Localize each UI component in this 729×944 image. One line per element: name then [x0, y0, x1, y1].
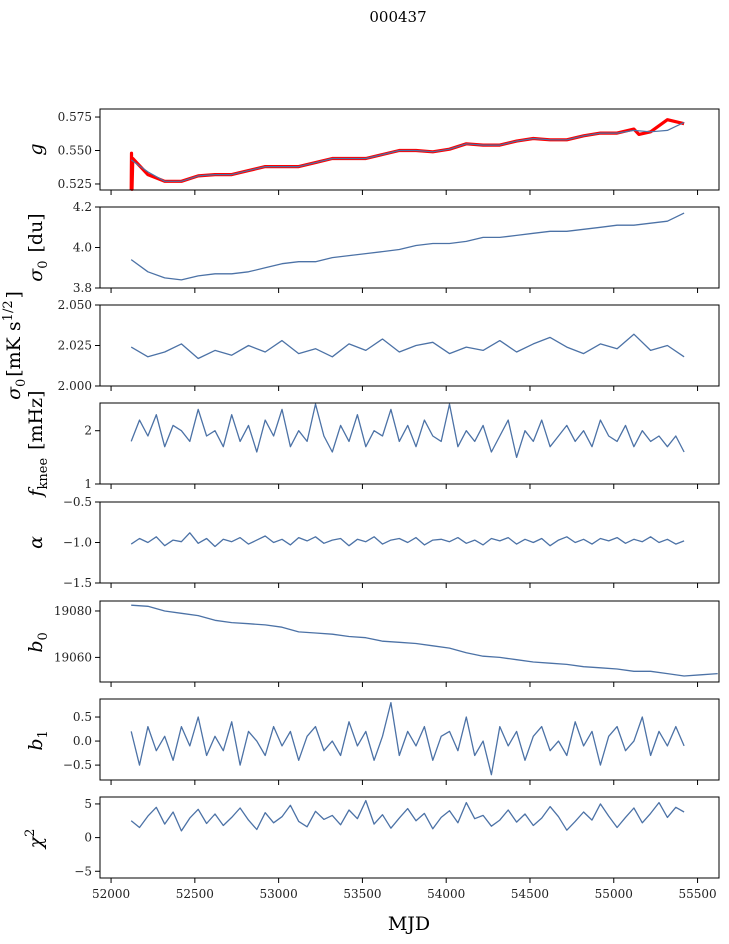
- series-line: [131, 604, 718, 677]
- subplot-1: 0.525 0.550 0.575 g: [25, 108, 720, 195]
- y-tick-label: 2: [84, 424, 92, 438]
- label-part: knee: [36, 458, 51, 490]
- axes-frame: [99, 600, 720, 683]
- label-part: [25, 630, 47, 632]
- label-part: 0: [36, 632, 51, 640]
- subplot-7: −0.5 0.0 0.5 b1: [25, 698, 720, 785]
- label-part: ]: [3, 291, 25, 298]
- label-part: 1/2: [1, 300, 16, 321]
- series-line: [130, 333, 685, 360]
- label-part: 0: [36, 260, 51, 268]
- y-tick-label: 0.550: [58, 144, 92, 158]
- y-tick-label: 4.0: [73, 241, 92, 255]
- label-part: [du]: [25, 213, 47, 258]
- label-part: α: [25, 536, 47, 549]
- subplot-2: 3.8 4.0 4.2 σ0 [du]: [25, 200, 720, 295]
- label-part: 2: [23, 829, 38, 837]
- y-tick-label: 0.575: [58, 110, 92, 124]
- y-axis-label: b0: [25, 630, 51, 652]
- x-tick-label: 52500: [176, 887, 214, 901]
- y-tick-label: 5: [84, 797, 92, 811]
- y-axis-label: α: [25, 536, 47, 549]
- label-part: b: [25, 641, 47, 653]
- x-tick-label: 54500: [511, 887, 549, 901]
- x-tick-label: 54000: [427, 887, 465, 901]
- series-line: [130, 212, 685, 281]
- series-line: [130, 532, 685, 548]
- y-tick-label: −0.5: [63, 758, 92, 772]
- y-tick-label: −0.5: [63, 495, 92, 509]
- y-axis-label: b1: [25, 728, 51, 750]
- y-tick-label: 2.025: [58, 339, 92, 353]
- y-axis-label: g: [25, 143, 47, 155]
- subplot-5: −1.5 −1.0 −0.5 α: [25, 495, 720, 590]
- x-tick-label: 53000: [260, 887, 298, 901]
- y-axis-label: fknee [mHz]: [25, 390, 51, 498]
- x-tick-label: 55500: [678, 887, 716, 901]
- x-tick-label: 53500: [343, 887, 381, 901]
- red-overlay-line: [129, 118, 685, 191]
- series-line: [130, 121, 685, 182]
- subplot-3: 2.000 2.025 2.050 σ0 [mK s1/2 ]: [1, 291, 720, 400]
- y-tick-label: 0.5: [73, 710, 92, 724]
- y-tick-label: 0.525: [58, 177, 92, 191]
- y-axis-label: χ2: [23, 827, 47, 851]
- label-part: [mHz]: [25, 390, 47, 455]
- label-part: [mK s: [3, 321, 25, 376]
- y-tick-label: 2.000: [58, 379, 92, 393]
- axes-frame: [99, 698, 720, 781]
- y-axis-label: σ0 [mK s1/2 ]: [1, 291, 29, 400]
- series-line: [130, 403, 685, 459]
- y-tick-label: 19080: [54, 604, 92, 618]
- y-tick-label: 0.0: [73, 734, 92, 748]
- axes-frame: [99, 108, 720, 191]
- y-tick-label: 4.2: [73, 200, 92, 214]
- label-part: g: [25, 143, 47, 155]
- y-tick-label: 1: [84, 477, 92, 491]
- label-part: 0: [14, 379, 29, 387]
- y-tick-label: 0: [84, 831, 92, 845]
- axes-frame: [99, 796, 720, 879]
- x-tick-label: 55000: [595, 887, 633, 901]
- y-tick-label: 2.050: [58, 298, 92, 312]
- axes-frame: [99, 402, 720, 485]
- label-part: [25, 728, 47, 730]
- x-tick-label: 52000: [92, 887, 130, 901]
- subplot-8: −5 0 5 52000 52500 53000 53500 54000 54500 55000 5…: [23, 796, 720, 901]
- y-axis-label: σ0 [du]: [25, 213, 51, 281]
- label-part: χ: [25, 835, 47, 850]
- y-tick-label: 19060: [54, 650, 92, 664]
- label-part: σ: [3, 386, 25, 400]
- label-part: [25, 827, 47, 829]
- label-part: f: [25, 487, 47, 499]
- y-tick-label: −1.5: [63, 576, 92, 590]
- series-line: [130, 701, 685, 776]
- axes-frame: [99, 304, 720, 387]
- y-tick-label: −5: [74, 864, 92, 878]
- y-tick-label: 3.8: [73, 281, 92, 295]
- label-part: σ: [25, 268, 47, 282]
- label-part: 1: [36, 730, 51, 738]
- label-part: b: [25, 739, 47, 751]
- subplot-4: 1 2 fknee [mHz]: [25, 390, 720, 499]
- series-line: [130, 799, 685, 832]
- figure-title: 000437: [369, 8, 426, 26]
- x-axis-label: MJD: [388, 913, 430, 935]
- y-tick-label: −1.0: [63, 536, 92, 550]
